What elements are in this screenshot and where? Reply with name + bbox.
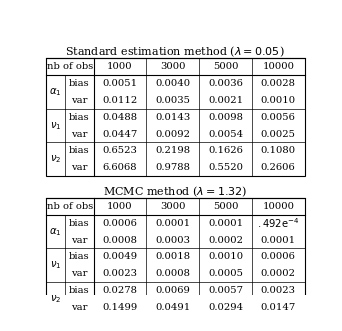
Text: 3000: 3000	[160, 62, 185, 71]
Text: 0.2606: 0.2606	[261, 163, 295, 172]
Text: 0.0036: 0.0036	[208, 79, 243, 88]
Text: 0.2198: 0.2198	[155, 146, 190, 155]
Text: 0.0002: 0.0002	[208, 236, 243, 245]
Text: 0.0028: 0.0028	[261, 79, 296, 88]
Text: 5000: 5000	[213, 202, 238, 211]
Text: 0.0010: 0.0010	[261, 96, 296, 105]
Text: 0.0056: 0.0056	[261, 113, 296, 122]
Text: 0.0023: 0.0023	[261, 286, 296, 295]
Text: 0.1080: 0.1080	[261, 146, 296, 155]
Text: 0.9788: 0.9788	[155, 163, 190, 172]
Text: var: var	[71, 129, 88, 138]
Text: nb of obs: nb of obs	[47, 62, 93, 71]
Text: 10000: 10000	[262, 202, 294, 211]
Text: 0.0069: 0.0069	[155, 286, 190, 295]
Text: 0.0008: 0.0008	[103, 236, 137, 245]
Text: 0.0021: 0.0021	[208, 96, 243, 105]
Text: 0.0147: 0.0147	[261, 303, 296, 312]
Text: 0.0057: 0.0057	[208, 286, 243, 295]
Text: 0.0006: 0.0006	[261, 252, 296, 261]
Text: 0.0049: 0.0049	[103, 252, 137, 261]
Text: $\nu_2$: $\nu_2$	[50, 153, 61, 165]
Text: bias: bias	[69, 146, 90, 155]
Text: 0.1626: 0.1626	[208, 146, 243, 155]
Text: 0.0488: 0.0488	[103, 113, 137, 122]
Text: 0.0023: 0.0023	[103, 269, 137, 278]
Text: var: var	[71, 303, 88, 312]
Text: Standard estimation method ($\lambda = 0.05$): Standard estimation method ($\lambda = 0…	[65, 45, 285, 60]
Text: 0.0447: 0.0447	[102, 129, 137, 138]
Text: 0.0018: 0.0018	[155, 252, 190, 261]
Text: 0.0294: 0.0294	[208, 303, 243, 312]
Text: 0.0010: 0.0010	[208, 252, 243, 261]
Text: 0.0008: 0.0008	[155, 269, 190, 278]
Text: $.492\mathrm{e}^{-4}$: $.492\mathrm{e}^{-4}$	[257, 216, 299, 230]
Text: 0.0054: 0.0054	[208, 129, 243, 138]
Text: 5000: 5000	[213, 62, 238, 71]
Text: 0.6523: 0.6523	[103, 146, 137, 155]
Text: MCMC method ($\lambda = 1.32$): MCMC method ($\lambda = 1.32$)	[103, 185, 248, 199]
Text: 0.0098: 0.0098	[208, 113, 243, 122]
Text: 0.0491: 0.0491	[155, 303, 190, 312]
Text: 0.0040: 0.0040	[155, 79, 190, 88]
Text: 0.1499: 0.1499	[102, 303, 137, 312]
Text: 10000: 10000	[262, 62, 294, 71]
Text: $\alpha_1$: $\alpha_1$	[49, 86, 62, 98]
Text: 6.6068: 6.6068	[103, 163, 137, 172]
Text: 0.0092: 0.0092	[155, 129, 190, 138]
Text: 0.0051: 0.0051	[103, 79, 137, 88]
Text: 0.0002: 0.0002	[261, 269, 296, 278]
Text: 0.0005: 0.0005	[208, 269, 243, 278]
Bar	[46, 58, 305, 176]
Text: bias: bias	[69, 286, 90, 295]
Text: bias: bias	[69, 219, 90, 228]
Text: 0.0112: 0.0112	[102, 96, 137, 105]
Text: var: var	[71, 163, 88, 172]
Text: 0.0035: 0.0035	[155, 96, 190, 105]
Text: 1000: 1000	[107, 202, 133, 211]
Text: 0.0025: 0.0025	[261, 129, 296, 138]
Text: 1000: 1000	[107, 62, 133, 71]
Text: 0.0278: 0.0278	[103, 286, 137, 295]
Text: bias: bias	[69, 252, 90, 261]
Text: var: var	[71, 236, 88, 245]
Text: var: var	[71, 96, 88, 105]
Text: bias: bias	[69, 79, 90, 88]
Text: 3000: 3000	[160, 202, 185, 211]
Text: 0.0143: 0.0143	[155, 113, 190, 122]
Text: $\alpha_1$: $\alpha_1$	[49, 226, 62, 238]
Text: nb of obs: nb of obs	[47, 202, 93, 211]
Text: 0.0001: 0.0001	[261, 236, 296, 245]
Text: 0.0001: 0.0001	[208, 219, 243, 228]
Text: $\nu_1$: $\nu_1$	[50, 260, 61, 271]
Text: var: var	[71, 269, 88, 278]
Text: $\nu_2$: $\nu_2$	[50, 293, 61, 305]
Text: $\nu_1$: $\nu_1$	[50, 120, 61, 131]
Text: 0.0006: 0.0006	[103, 219, 137, 228]
Text: 0.0003: 0.0003	[155, 236, 190, 245]
Text: 0.5520: 0.5520	[208, 163, 243, 172]
Text: 0.0001: 0.0001	[155, 219, 190, 228]
Text: bias: bias	[69, 113, 90, 122]
Bar	[46, 198, 305, 316]
